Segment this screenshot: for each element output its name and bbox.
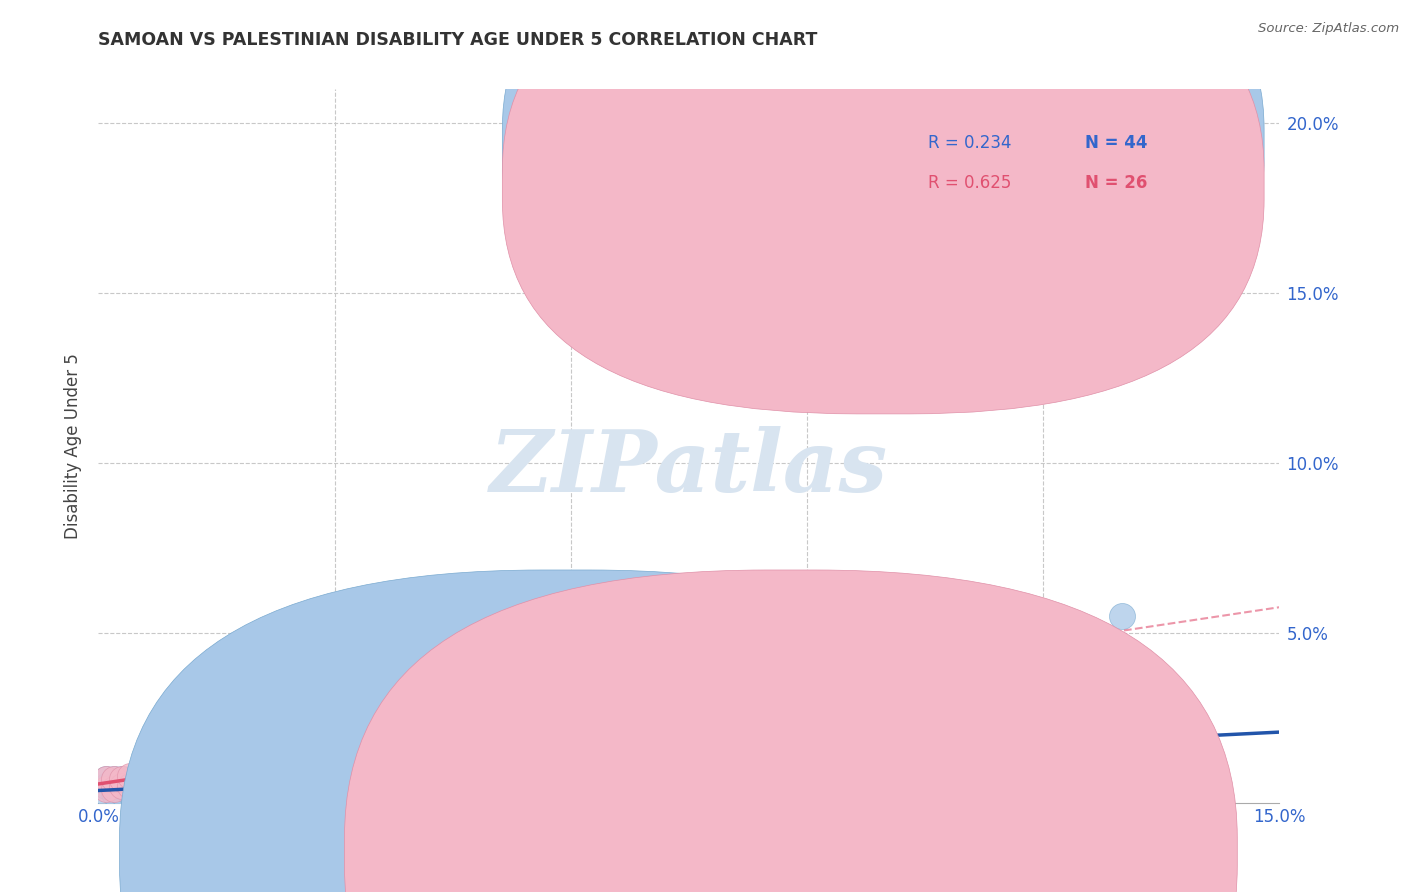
Text: Source: ZipAtlas.com: Source: ZipAtlas.com bbox=[1258, 22, 1399, 36]
Point bbox=[127, 779, 149, 793]
Y-axis label: Disability Age Under 5: Disability Age Under 5 bbox=[65, 353, 83, 539]
Point bbox=[157, 775, 180, 789]
Point bbox=[103, 786, 125, 800]
Point bbox=[111, 772, 134, 786]
Point bbox=[135, 775, 157, 789]
Point bbox=[214, 646, 236, 660]
Point bbox=[150, 775, 173, 789]
Point bbox=[111, 772, 134, 786]
Point bbox=[339, 775, 361, 789]
Point bbox=[103, 779, 125, 793]
Point bbox=[465, 782, 488, 797]
Point bbox=[835, 775, 858, 789]
FancyBboxPatch shape bbox=[502, 0, 1264, 373]
Point bbox=[520, 782, 543, 797]
Point bbox=[118, 779, 141, 793]
Point bbox=[118, 772, 141, 786]
Point bbox=[127, 775, 149, 789]
Point bbox=[575, 786, 598, 800]
FancyBboxPatch shape bbox=[502, 0, 1264, 414]
Point bbox=[135, 779, 157, 793]
Point bbox=[96, 779, 118, 793]
Point bbox=[205, 772, 228, 786]
Point bbox=[1111, 608, 1133, 623]
Point bbox=[229, 704, 252, 718]
Point bbox=[914, 786, 936, 800]
Point bbox=[96, 786, 118, 800]
Text: R = 0.625: R = 0.625 bbox=[928, 175, 1011, 193]
Point bbox=[96, 782, 118, 797]
Text: Samoans: Samoans bbox=[602, 845, 672, 859]
Point bbox=[166, 775, 188, 789]
Point bbox=[127, 786, 149, 800]
Point bbox=[111, 779, 134, 793]
Point bbox=[142, 772, 165, 786]
Point bbox=[174, 683, 197, 698]
Point bbox=[127, 772, 149, 786]
Point bbox=[142, 786, 165, 800]
Point bbox=[465, 646, 488, 660]
Point bbox=[260, 786, 283, 800]
Point bbox=[387, 779, 409, 793]
Point bbox=[418, 786, 440, 800]
Point bbox=[111, 779, 134, 793]
Point bbox=[284, 786, 307, 800]
Point bbox=[166, 782, 188, 797]
Text: R = 0.234: R = 0.234 bbox=[928, 135, 1011, 153]
Point bbox=[205, 779, 228, 793]
Point bbox=[387, 786, 409, 800]
Point bbox=[993, 599, 1015, 613]
Point bbox=[157, 779, 180, 793]
Point bbox=[654, 779, 676, 793]
Point bbox=[150, 786, 173, 800]
Text: SAMOAN VS PALESTINIAN DISABILITY AGE UNDER 5 CORRELATION CHART: SAMOAN VS PALESTINIAN DISABILITY AGE UND… bbox=[98, 31, 818, 49]
Point bbox=[103, 782, 125, 797]
Point bbox=[299, 779, 322, 793]
Point bbox=[157, 786, 180, 800]
Point bbox=[733, 786, 755, 800]
Point bbox=[135, 786, 157, 800]
Point bbox=[118, 769, 141, 783]
Point bbox=[339, 786, 361, 800]
Point bbox=[96, 772, 118, 786]
Point bbox=[174, 782, 197, 797]
Text: N = 44: N = 44 bbox=[1084, 135, 1147, 153]
Point bbox=[260, 772, 283, 786]
Point bbox=[103, 772, 125, 786]
Point bbox=[142, 775, 165, 789]
Point bbox=[308, 782, 330, 797]
Point bbox=[118, 779, 141, 793]
Text: ZIPatlas: ZIPatlas bbox=[489, 425, 889, 509]
Point bbox=[96, 772, 118, 786]
Point bbox=[190, 714, 212, 729]
Point bbox=[150, 779, 173, 793]
Point bbox=[190, 786, 212, 800]
Point bbox=[229, 782, 252, 797]
FancyBboxPatch shape bbox=[831, 111, 1256, 221]
Point bbox=[118, 786, 141, 800]
Text: Palestinians: Palestinians bbox=[827, 845, 918, 859]
Text: N = 26: N = 26 bbox=[1084, 175, 1147, 193]
Point bbox=[181, 782, 204, 797]
Point bbox=[127, 779, 149, 793]
Point bbox=[111, 786, 134, 800]
Point bbox=[103, 772, 125, 786]
Point bbox=[654, 775, 676, 789]
